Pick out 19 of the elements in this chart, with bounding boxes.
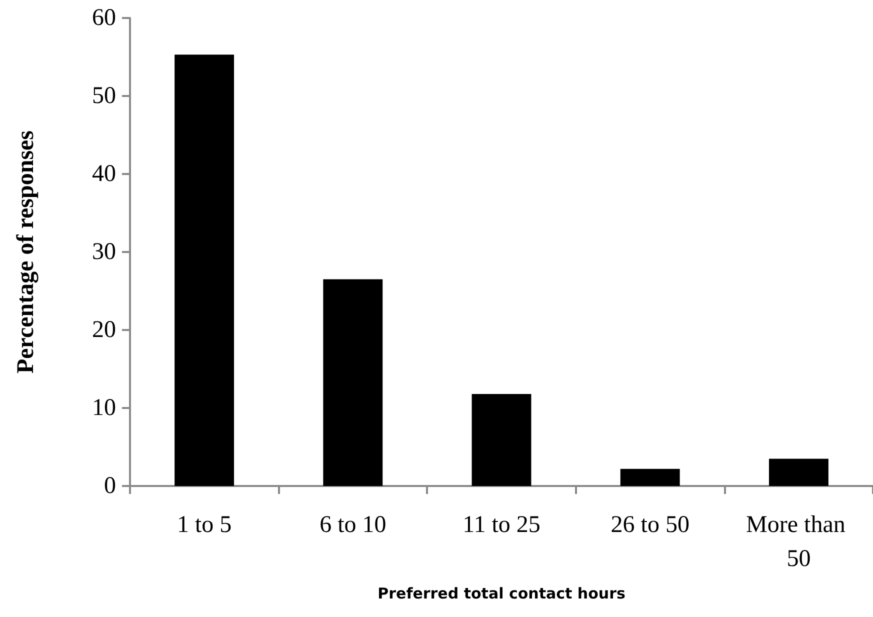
x-tick-label: More than 50 bbox=[746, 512, 852, 572]
y-tick-label: 10 bbox=[92, 395, 116, 421]
bar bbox=[472, 394, 532, 486]
y-tick-label: 50 bbox=[92, 83, 116, 109]
x-tick-label: 1 to 5 bbox=[176, 512, 232, 538]
x-tick-label: 26 to 50 bbox=[610, 512, 690, 538]
bar bbox=[768, 458, 828, 486]
y-tick-label: 60 bbox=[92, 5, 116, 31]
y-tick-label: 40 bbox=[92, 161, 116, 187]
x-tick-label: 11 to 25 bbox=[462, 512, 540, 538]
x-tick-label: 6 to 10 bbox=[320, 512, 386, 538]
y-tick-label: 0 bbox=[104, 473, 116, 499]
y-tick-label: 20 bbox=[92, 317, 116, 343]
x-axis-title: Preferred total contact hours bbox=[378, 584, 626, 602]
y-axis-title: Percentage of responses bbox=[13, 130, 39, 374]
bar bbox=[620, 468, 680, 486]
bar bbox=[323, 279, 383, 486]
bar bbox=[174, 54, 234, 486]
y-tick-label: 30 bbox=[92, 239, 116, 265]
